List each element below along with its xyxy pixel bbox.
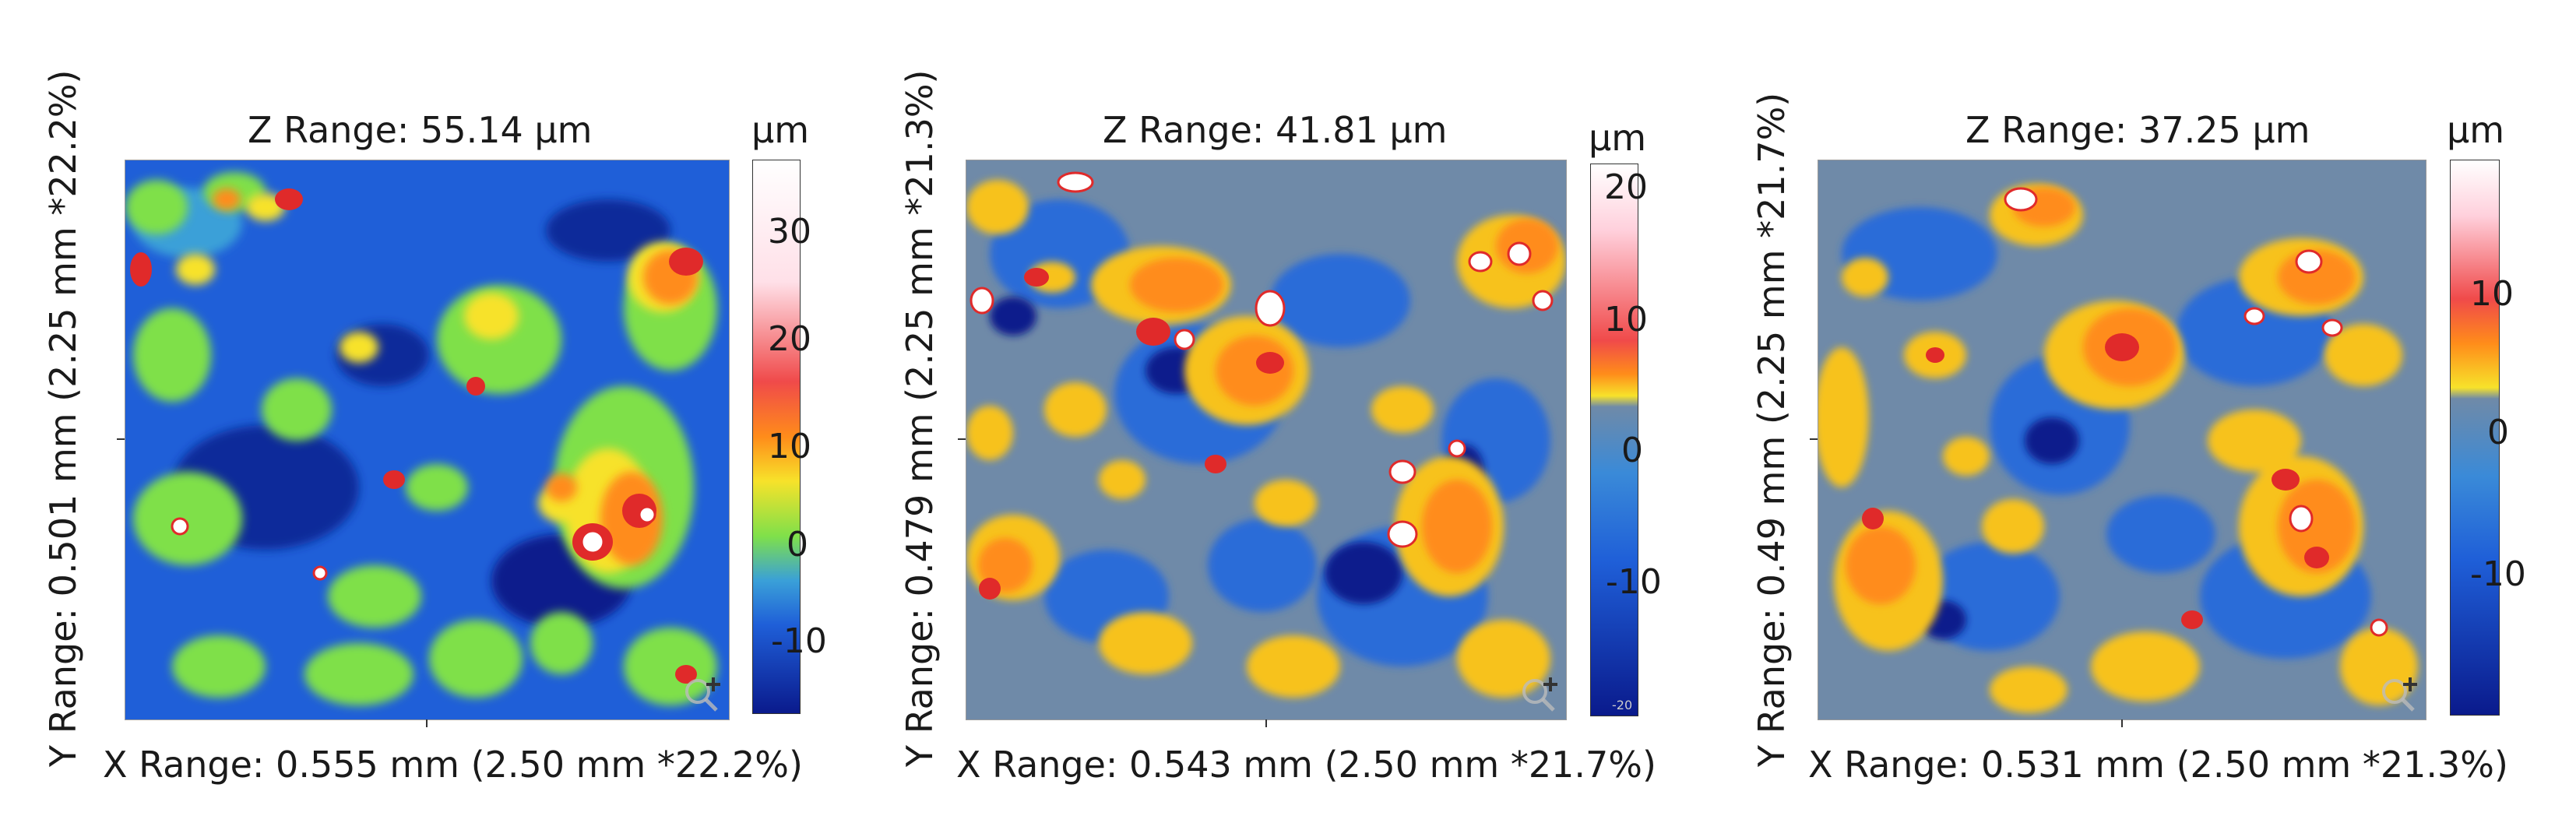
- colorbar-tick-2: -20: [1612, 698, 1633, 712]
- colorbar-unit-3: µm: [2447, 109, 2505, 151]
- zoom-icon[interactable]: [681, 671, 724, 715]
- colorbar-tick-2: -10: [1606, 562, 1662, 602]
- colorbar-tick-1: 20: [768, 319, 811, 359]
- colorbar-tick-2: 0: [1621, 431, 1643, 470]
- height-map-image-3: [1818, 160, 2426, 719]
- colorbar-3: [2450, 160, 2500, 716]
- colorbar-1: [752, 160, 801, 714]
- y-range-label-1: Y Range: 0.501 mm (2.25 mm *22.2%): [42, 69, 84, 768]
- y-range-label-2: Y Range: 0.479 mm (2.25 mm *21.3%): [899, 69, 941, 768]
- colorbar-2: [1590, 164, 1638, 716]
- colorbar-tick-1: 10: [768, 427, 811, 466]
- colorbar-tick-1: 0: [787, 525, 808, 565]
- height-map-image-2: [966, 160, 1566, 719]
- height-map-2[interactable]: [966, 160, 1567, 720]
- y-axis-tick: [1810, 438, 1818, 440]
- panel-2: Y Range: 0.479 mm (2.25 mm *21.3%) Z Ran…: [857, 0, 1716, 816]
- colorbar-tick-2: 10: [1604, 300, 1648, 339]
- zoom-icon[interactable]: [2377, 671, 2421, 715]
- x-range-label-2: X Range: 0.543 mm (2.50 mm *21.7%): [956, 744, 1656, 786]
- colorbar-tick-1: -10: [771, 621, 827, 661]
- y-axis-tick: [117, 438, 125, 440]
- z-range-title-3: Z Range: 37.25 µm: [1965, 109, 2310, 151]
- x-axis-tick: [426, 719, 428, 727]
- x-axis-tick: [1265, 719, 1267, 727]
- y-axis-tick: [958, 438, 966, 440]
- height-map-1[interactable]: [125, 160, 730, 720]
- colorbar-tick-3: 10: [2470, 274, 2514, 314]
- colorbar-tick-3: -10: [2470, 554, 2526, 594]
- y-range-label-3: Y Range: 0.49 mm (2.25 mm *21.7%): [1751, 92, 1793, 767]
- panel-1: Y Range: 0.501 mm (2.25 mm *22.2%) Z Ran…: [0, 0, 857, 816]
- z-range-title-1: Z Range: 55.14 µm: [248, 109, 593, 151]
- colorbar-tick-1: 30: [768, 212, 811, 251]
- z-range-title-2: Z Range: 41.81 µm: [1103, 109, 1448, 151]
- x-range-label-1: X Range: 0.555 mm (2.50 mm *22.2%): [103, 744, 803, 786]
- colorbar-unit-2: µm: [1589, 117, 1647, 159]
- x-axis-tick: [2121, 719, 2123, 727]
- zoom-icon[interactable]: [1518, 671, 1561, 715]
- colorbar-tick-2: 20: [1604, 167, 1648, 207]
- x-range-label-3: X Range: 0.531 mm (2.50 mm *21.3%): [1808, 744, 2508, 786]
- height-map-image-1: [125, 160, 729, 719]
- panel-3: Y Range: 0.49 mm (2.25 mm *21.7%) Z Rang…: [1716, 0, 2576, 816]
- height-map-3[interactable]: [1818, 160, 2426, 720]
- colorbar-tick-3: 0: [2487, 413, 2509, 452]
- colorbar-unit-1: µm: [751, 109, 810, 151]
